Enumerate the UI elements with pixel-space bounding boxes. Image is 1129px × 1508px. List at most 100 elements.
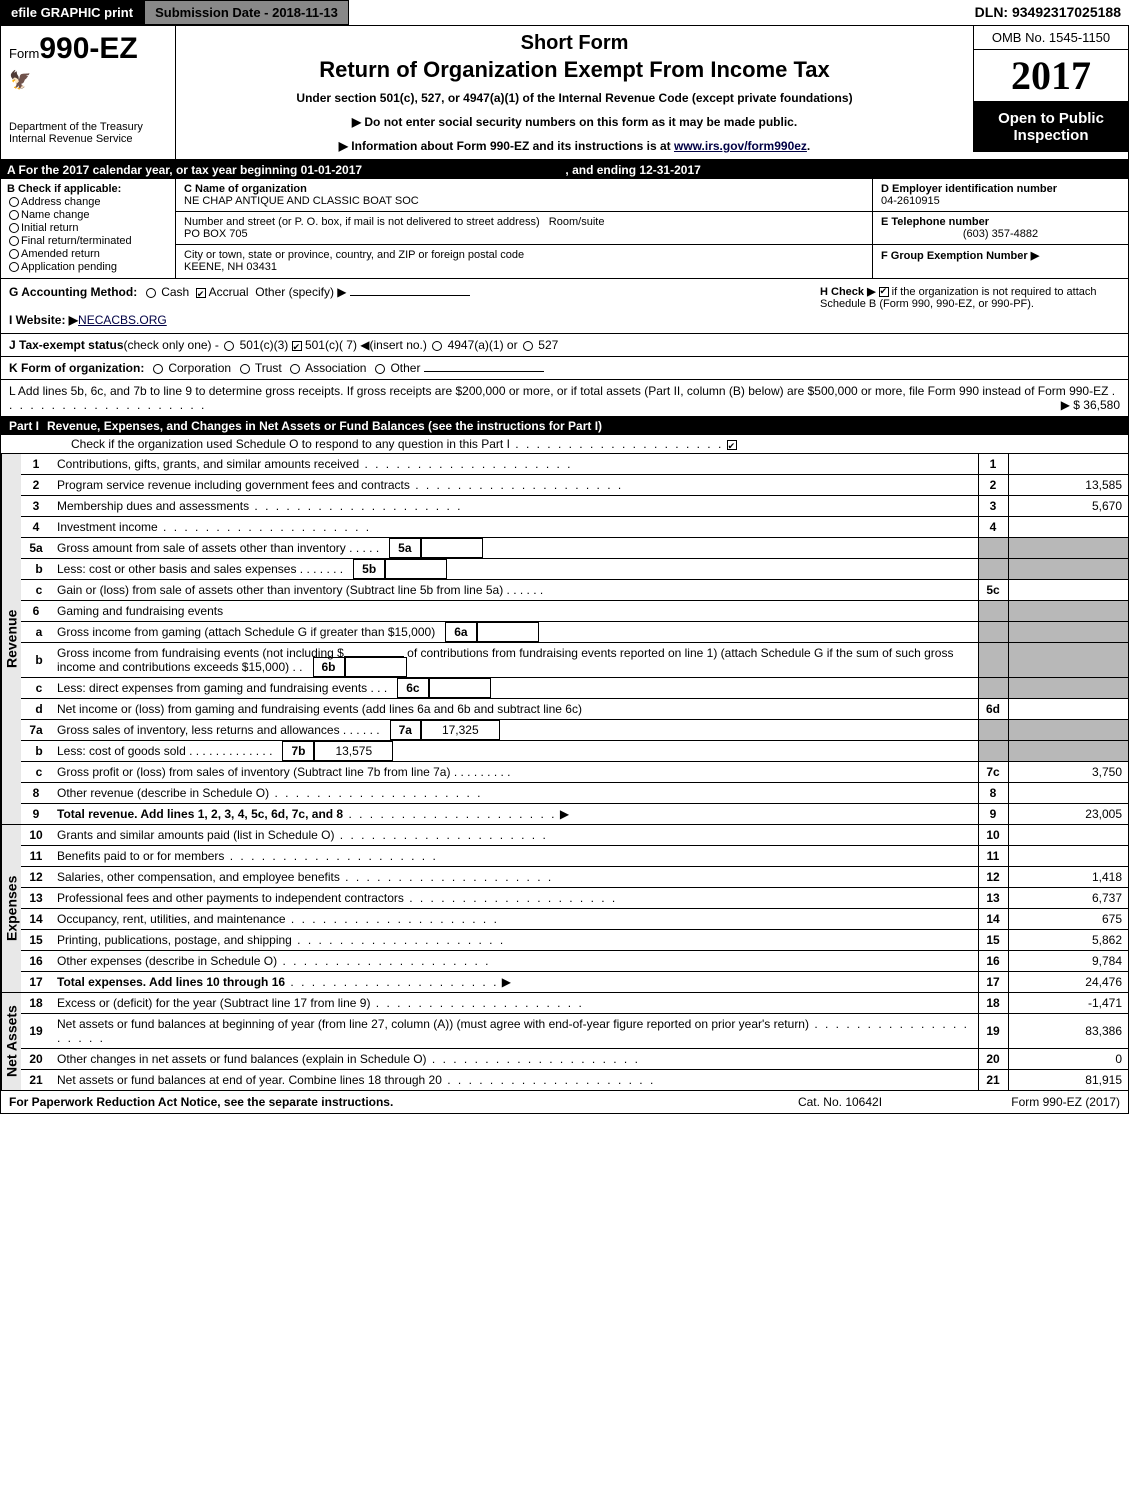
addr-value: PO BOX 705 (184, 228, 248, 240)
efile-print-button[interactable]: efile GRAPHIC print (0, 0, 144, 25)
line-2-value: 13,585 (1008, 475, 1128, 496)
h-check: H Check ▶ if the organization is not req… (820, 285, 1120, 327)
col-de: D Employer identification number 04-2610… (873, 179, 1128, 278)
f-group-label: F Group Exemption Number ▶ (881, 250, 1039, 262)
line-19-value: 83,386 (1008, 1014, 1128, 1049)
radio-assoc[interactable] (290, 364, 300, 374)
e-phone-label: E Telephone number (881, 216, 989, 228)
arrow-icon: ▶ (560, 807, 569, 821)
i-website-label: I Website: ▶ (9, 313, 78, 327)
row-a: A For the 2017 calendar year, or tax yea… (1, 161, 1128, 179)
chk-h[interactable] (879, 287, 889, 297)
row-k: K Form of organization: Corporation Trus… (1, 357, 1128, 380)
chk-final-return[interactable]: Final return/terminated (7, 235, 169, 247)
submission-date-button[interactable]: Submission Date - 2018-11-13 (144, 0, 349, 25)
col-c: C Name of organization NE CHAP ANTIQUE A… (176, 179, 873, 278)
form-number: Form990-EZ (9, 32, 167, 66)
line-20-value: 0 (1008, 1049, 1128, 1070)
line-6c-value (429, 678, 491, 698)
expenses-tab: Expenses (1, 825, 21, 992)
addr-label: Number and street (or P. O. box, if mail… (184, 216, 540, 228)
chk-accrual[interactable] (196, 288, 206, 298)
line-8-value (1008, 783, 1128, 804)
dept-treasury: Department of the Treasury Internal Reve… (9, 121, 167, 145)
line-3-value: 5,670 (1008, 496, 1128, 517)
org-name: NE CHAP ANTIQUE AND CLASSIC BOAT SOC (184, 195, 419, 207)
chk-name-change[interactable]: Name change (7, 209, 169, 221)
netassets-tab: Net Assets (1, 993, 21, 1090)
radio-cash[interactable] (146, 288, 156, 298)
c-name-label: C Name of organization (184, 183, 307, 195)
line-16-value: 9,784 (1008, 951, 1128, 972)
chk-address-change[interactable]: Address change (7, 196, 169, 208)
under-section: Under section 501(c), 527, or 4947(a)(1)… (188, 91, 961, 105)
row-j: J Tax-exempt status(check only one) - 50… (1, 334, 1128, 357)
line-1-value (1008, 454, 1128, 475)
part-1-bar: Part I Revenue, Expenses, and Changes in… (1, 417, 1128, 435)
line-4-value (1008, 517, 1128, 538)
chk-schedule-o[interactable] (727, 440, 737, 450)
line-6a-value (477, 622, 539, 642)
radio-trust[interactable] (240, 364, 250, 374)
radio-other[interactable] (375, 364, 385, 374)
revenue-table: 1Contributions, gifts, grants, and simil… (21, 454, 1128, 824)
line-5a-value (421, 538, 483, 558)
line-10-value (1008, 825, 1128, 846)
page-footer: For Paperwork Reduction Act Notice, see … (1, 1090, 1128, 1113)
chk-application-pending[interactable]: Application pending (7, 261, 169, 273)
line-7b-value: 13,575 (314, 741, 393, 761)
line-21-value: 81,915 (1008, 1070, 1128, 1091)
irs-link[interactable]: www.irs.gov/form990ez (674, 139, 807, 153)
city-label: City or town, state or province, country… (184, 249, 524, 261)
form-ref: Form 990-EZ (2017) (940, 1095, 1120, 1109)
other-org-input[interactable] (424, 371, 544, 372)
line-12-value: 1,418 (1008, 867, 1128, 888)
treasury-logo-icon: 🦅 (9, 70, 167, 91)
chk-501c7[interactable] (292, 341, 302, 351)
line-7c-value: 3,750 (1008, 762, 1128, 783)
header-middle: Short Form Return of Organization Exempt… (176, 26, 973, 159)
topbar: efile GRAPHIC print Submission Date - 20… (0, 0, 1129, 25)
line-15-value: 5,862 (1008, 930, 1128, 951)
line-14-value: 675 (1008, 909, 1128, 930)
open-public: Open to Public Inspection (973, 102, 1128, 152)
return-title: Return of Organization Exempt From Incom… (188, 57, 961, 83)
line-9-value: 23,005 (1008, 804, 1128, 825)
line-7a-value: 17,325 (421, 720, 500, 740)
header-right: OMB No. 1545-1150 2017 Open to Public In… (973, 26, 1128, 159)
line-6b-value (345, 657, 407, 677)
arrow-icon: ▶ (502, 975, 511, 989)
radio-527[interactable] (523, 341, 533, 351)
paperwork-notice: For Paperwork Reduction Act Notice, see … (9, 1095, 740, 1109)
tax-year: 2017 (973, 50, 1128, 102)
revenue-section: Revenue 1Contributions, gifts, grants, a… (1, 454, 1128, 824)
do-not-enter: ▶ Do not enter social security numbers o… (188, 115, 961, 129)
radio-corp[interactable] (153, 364, 163, 374)
form-header: Form990-EZ 🦅 Department of the Treasury … (1, 26, 1128, 161)
radio-4947[interactable] (432, 341, 442, 351)
website-link[interactable]: NECACBS.ORG (78, 313, 167, 327)
omb-number: OMB No. 1545-1150 (973, 26, 1128, 50)
part-1-note: Check if the organization used Schedule … (1, 435, 1128, 454)
radio-501c3[interactable] (224, 341, 234, 351)
d-ein-value: 04-2610915 (881, 195, 940, 207)
netassets-table: 18Excess or (deficit) for the year (Subt… (21, 993, 1128, 1090)
city-value: KEENE, NH 03431 (184, 261, 277, 273)
col-b: B Check if applicable: Address change Na… (1, 179, 176, 278)
line-6d-value (1008, 699, 1128, 720)
expenses-table: 10Grants and similar amounts paid (list … (21, 825, 1128, 992)
chk-amended-return[interactable]: Amended return (7, 248, 169, 260)
line-13-value: 6,737 (1008, 888, 1128, 909)
section-b-thru-f: B Check if applicable: Address change Na… (1, 179, 1128, 279)
row-gh: G Accounting Method: Cash Accrual Other … (1, 279, 1128, 334)
netassets-section: Net Assets 18Excess or (deficit) for the… (1, 992, 1128, 1090)
expenses-section: Expenses 10Grants and similar amounts pa… (1, 824, 1128, 992)
form-container: Form990-EZ 🦅 Department of the Treasury … (0, 25, 1129, 1114)
chk-initial-return[interactable]: Initial return (7, 222, 169, 234)
d-ein-label: D Employer identification number (881, 183, 1057, 195)
other-method-input[interactable] (350, 295, 470, 296)
line-11-value (1008, 846, 1128, 867)
line-5c-value (1008, 580, 1128, 601)
header-left: Form990-EZ 🦅 Department of the Treasury … (1, 26, 176, 159)
dln-label: DLN: 93492317025188 (967, 0, 1129, 25)
